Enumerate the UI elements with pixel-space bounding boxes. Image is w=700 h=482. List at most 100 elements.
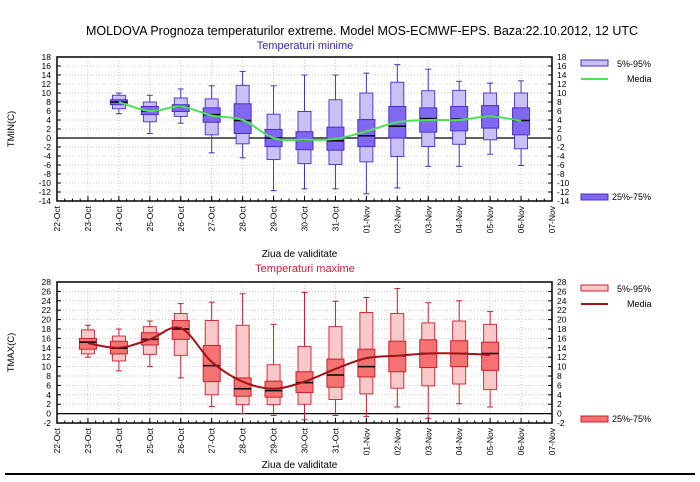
- y-tick-label-left: -4: [43, 151, 51, 161]
- x-tick-label: 22-Oct: [52, 205, 62, 231]
- y-axis-label: TMAX(C): [6, 333, 17, 373]
- x-tick-label: 05-Nov: [485, 205, 495, 233]
- legend-label-5-95: 5%-95%: [617, 284, 651, 294]
- box-05-Nov: [481, 311, 500, 408]
- legend-label-media: Media: [627, 299, 652, 309]
- y-tick-label-right: -2: [557, 418, 565, 428]
- box-05-Nov: [481, 82, 500, 155]
- box-25-75: [357, 348, 376, 378]
- box-06-Nov: [512, 80, 531, 166]
- y-tick-label-right: -8: [557, 169, 565, 179]
- box-23-Oct: [78, 324, 97, 358]
- box-25-75: [326, 358, 345, 388]
- y-tick-label-right: 28: [557, 277, 567, 287]
- y-tick-label-left: 14: [42, 343, 52, 353]
- box-25-75: [481, 341, 500, 371]
- box-27-Oct: [202, 301, 221, 408]
- legend: 5%-95% Media 25%-75%: [580, 59, 652, 202]
- y-tick-label-right: 16: [557, 61, 567, 71]
- x-tick-label: 01-Nov: [361, 427, 371, 455]
- y-tick-label-right: 26: [557, 286, 567, 296]
- box-24-Oct: [109, 328, 128, 372]
- x-tick-label: 02-Nov: [392, 427, 402, 455]
- chart-title: Temperaturi minime: [257, 40, 354, 52]
- box-25-75: [171, 320, 190, 340]
- x-tick-label: 25-Oct: [145, 205, 155, 231]
- y-tick-label-right: -12: [557, 187, 570, 197]
- x-tick-label: 04-Nov: [454, 427, 464, 455]
- x-tick-label: 23-Oct: [83, 427, 93, 453]
- y-tick-label-left: 12: [42, 79, 52, 89]
- box-25-Oct: [140, 320, 159, 368]
- box-25-75: [202, 344, 221, 383]
- x-tick-label: 22-Oct: [52, 427, 62, 453]
- x-tick-label: 07-Nov: [547, 205, 557, 233]
- x-tick-label: 26-Oct: [176, 427, 186, 453]
- y-tick-label-left: 16: [42, 333, 52, 343]
- box-03-Nov: [419, 302, 438, 419]
- y-tick-label-right: -2: [557, 142, 565, 152]
- x-tick-label: 05-Nov: [485, 427, 495, 455]
- y-tick-label-right: 14: [557, 343, 567, 353]
- legend: 5%-95% Media 25%-75%: [580, 284, 652, 424]
- figure-title: MOLDOVA Prognoza temperaturilor extreme.…: [86, 24, 638, 38]
- y-tick-label-left: 28: [42, 277, 52, 287]
- x-tick-label: 29-Oct: [269, 427, 279, 453]
- y-tick-label-left: -8: [43, 169, 51, 179]
- y-tick-label-left: 14: [42, 70, 52, 80]
- y-tick-label-right: 4: [557, 390, 562, 400]
- y-tick-label-left: 10: [42, 362, 52, 372]
- y-tick-label-left: 2: [46, 124, 51, 134]
- y-tick-label-left: 22: [42, 305, 52, 315]
- y-tick-label-left: 0: [46, 409, 51, 419]
- x-tick-label: 26-Oct: [176, 205, 186, 231]
- y-tick-label-left: 0: [46, 133, 51, 143]
- y-tick-label-left: 24: [42, 296, 52, 306]
- x-tick-label: 02-Nov: [392, 205, 402, 233]
- x-tick-label: 27-Oct: [207, 427, 217, 453]
- box-31-Oct: [326, 74, 345, 190]
- x-tick-label: 04-Nov: [454, 205, 464, 233]
- x-tick-label: 24-Oct: [114, 205, 124, 231]
- box-25-75: [512, 107, 531, 136]
- y-tick-label-left: 2: [46, 399, 51, 409]
- box-28-Oct: [233, 70, 252, 159]
- y-tick-label-right: 2: [557, 124, 562, 134]
- x-tick-label: 06-Nov: [516, 205, 526, 233]
- y-tick-label-right: 4: [557, 115, 562, 125]
- y-tick-label-left: 16: [42, 61, 52, 71]
- y-tick-label-left: -2: [43, 418, 51, 428]
- legend-swatch-5-95: [580, 59, 609, 67]
- y-tick-label-left: 20: [42, 315, 52, 325]
- box-28-Oct: [233, 293, 252, 415]
- y-tick-label-right: -4: [557, 151, 565, 161]
- y-axis-label: TMIN(C): [6, 111, 17, 147]
- box-26-Oct: [171, 303, 190, 379]
- y-tick-label-right: 2: [557, 399, 562, 409]
- x-axis-label: Ziua de validitate: [262, 460, 338, 471]
- legend-swatch-5-95: [580, 284, 609, 292]
- media-line: [87, 326, 491, 390]
- box-02-Nov: [388, 64, 407, 189]
- y-tick-label-left: 12: [42, 352, 52, 362]
- y-tick-label-right: 12: [557, 352, 567, 362]
- y-tick-label-right: 18: [557, 324, 567, 334]
- y-tick-label-right: 0: [557, 409, 562, 419]
- box-04-Nov: [450, 300, 469, 405]
- x-tick-label: 06-Nov: [516, 427, 526, 455]
- box-03-Nov: [419, 68, 438, 167]
- legend-swatch-25-75: [580, 193, 609, 201]
- y-tick-label-left: -10: [39, 178, 52, 188]
- y-tick-label-right: 10: [557, 362, 567, 372]
- x-tick-label: 24-Oct: [114, 427, 124, 453]
- box-29-Oct: [264, 323, 283, 416]
- y-tick-label-left: -14: [39, 196, 52, 206]
- x-tick-label: 31-Oct: [330, 205, 340, 231]
- y-tick-label-left: 4: [46, 115, 51, 125]
- y-tick-label-left: 8: [46, 371, 51, 381]
- y-tick-label-right: -14: [557, 196, 570, 206]
- box-04-Nov: [450, 80, 469, 167]
- legend-label-25-75: 25%-75%: [612, 192, 651, 202]
